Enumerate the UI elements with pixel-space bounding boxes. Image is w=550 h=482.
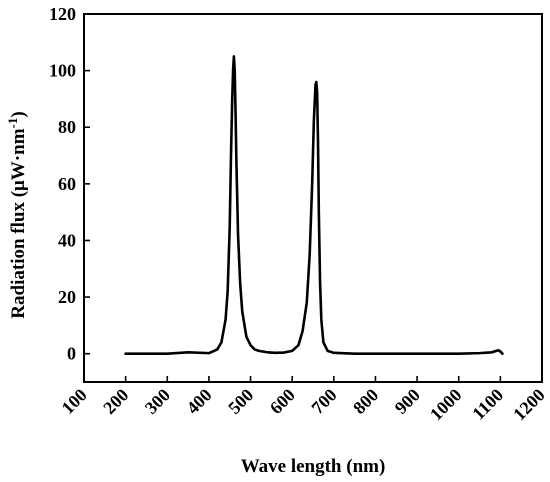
y-axis-title-suffix: ) [8, 111, 29, 117]
plot-frame [83, 13, 543, 383]
x-axis: 100 200 300 400 500 600 700 800 900 1000 1100 1200 [58, 376, 549, 424]
y-tick-label: 100 [49, 61, 76, 81]
x-tick-label: 300 [141, 385, 174, 418]
x-tick-label: 200 [99, 385, 132, 418]
y-axis-title: Radiation flux (μW·nm-1) [5, 111, 29, 318]
x-tick-label: 600 [266, 385, 299, 418]
x-tick-label: 900 [391, 385, 424, 418]
y-tick-label: 120 [49, 4, 76, 24]
x-tick-label: 100 [58, 385, 91, 418]
x-axis-title: Wave length (nm) [241, 456, 386, 477]
series-line [124, 55, 504, 355]
x-tick-label: 500 [224, 385, 257, 418]
x-tick-label: 400 [183, 385, 216, 418]
x-tick-label: 800 [349, 385, 382, 418]
y-tick-label: 60 [58, 174, 76, 194]
x-tick-label: 1100 [468, 385, 507, 424]
y-tick-label: 80 [58, 117, 76, 137]
plot-area [83, 13, 543, 383]
x-tick-label: 700 [307, 385, 340, 418]
y-tick-label: 20 [58, 287, 76, 307]
y-axis-title-superscript: -1 [5, 118, 20, 129]
y-axis: 0 20 40 60 80 100 120 [49, 4, 90, 364]
x-tick-label: 1000 [426, 385, 466, 425]
x-tick-label: 1200 [509, 385, 549, 425]
y-axis-title-main: Radiation flux (μW·nm [8, 128, 29, 318]
y-tick-label: 0 [67, 344, 76, 364]
y-tick-label: 40 [58, 230, 76, 250]
